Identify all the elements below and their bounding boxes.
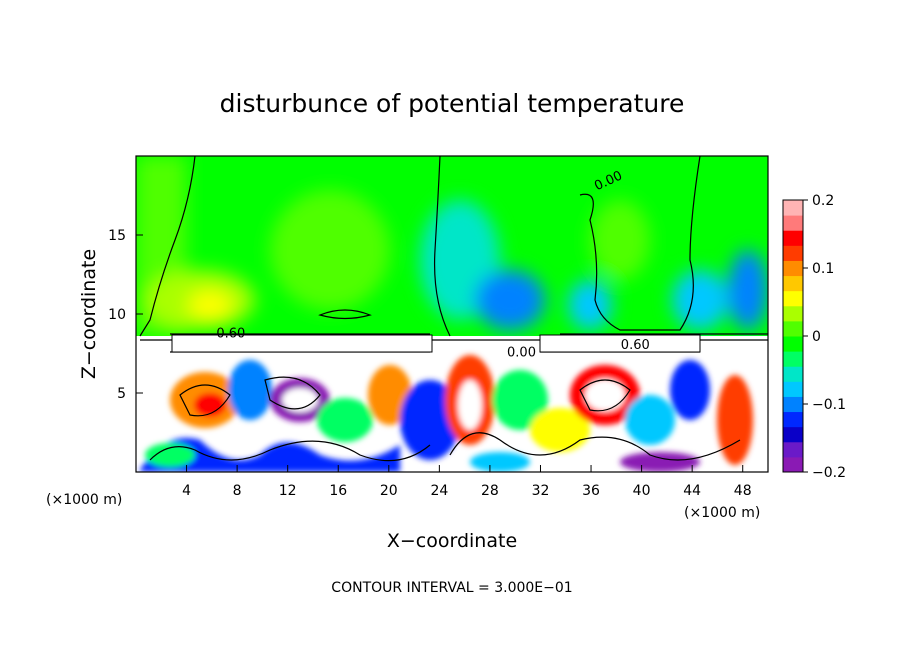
colorbar-swatch: [783, 366, 803, 382]
x-units-left: (×1000 m): [46, 492, 122, 508]
colorbar-swatch: [783, 260, 803, 277]
colorbar-swatch: [783, 396, 803, 413]
contour-label: 0.00: [507, 346, 536, 361]
colorbar-tick-label: 0.2: [812, 193, 834, 209]
y-axis-label: Z−coordinate: [78, 249, 100, 379]
colorbar-swatch: [783, 230, 803, 246]
x-tick-label: 20: [380, 483, 398, 499]
contour-band-left: [171, 334, 433, 353]
colorbar-tick-label: 0.1: [812, 261, 834, 277]
colorbar-swatch: [783, 275, 803, 292]
colorbar-swatch: [783, 456, 803, 473]
heatmap-field: [136, 156, 768, 472]
x-tick-label: 40: [633, 483, 651, 499]
x-tick-label: 16: [329, 483, 347, 499]
colorbar-swatch: [783, 351, 803, 367]
colorbar-swatch: [783, 305, 803, 322]
y-tick-label: 5: [117, 386, 126, 402]
colorbar-swatch: [783, 200, 803, 216]
x-units-right: (×1000 m): [684, 505, 760, 521]
x-ticks: 4 8 12 16 20 24 28 32 36 40 44 48: [182, 465, 752, 499]
contour-band-right: [539, 334, 701, 353]
colorbar-tick-label: 0: [812, 329, 821, 345]
y-tick-label: 10: [108, 307, 126, 323]
colorbar-ticks: 0.2 0.1 0 −0.1 −0.2: [803, 193, 846, 481]
x-tick-label: 32: [532, 483, 550, 499]
colorbar-swatch: [783, 381, 803, 397]
colorbar-swatch: [783, 426, 803, 443]
x-tick-label: 36: [582, 483, 600, 499]
x-tick-label: 4: [182, 483, 191, 499]
y-tick-label: 15: [108, 228, 126, 244]
colorbar-swatch: [783, 320, 803, 337]
colorbar-swatch: [783, 411, 803, 428]
contour-interval-note: CONTOUR INTERVAL = 3.000E−01: [331, 580, 572, 596]
colorbar-swatch: [783, 336, 803, 352]
x-tick-label: 8: [233, 483, 242, 499]
x-tick-label: 44: [683, 483, 701, 499]
colorbar-swatch: [783, 245, 803, 261]
y-ticks: 5 10 15: [108, 228, 143, 402]
x-tick-label: 28: [481, 483, 499, 499]
colorbar-tick-label: −0.2: [812, 465, 846, 481]
colorbar-tick-label: −0.1: [812, 397, 846, 413]
x-axis-label: X−coordinate: [387, 530, 517, 552]
chart-title: disturbunce of potential temperature: [220, 89, 685, 118]
colorbar-swatch: [783, 441, 803, 458]
x-tick-label: 48: [734, 483, 752, 499]
contour-label: 0.60: [621, 338, 650, 353]
colorbar-swatch: [783, 215, 803, 231]
colorbar: [783, 200, 803, 473]
x-tick-label: 24: [430, 483, 448, 499]
x-tick-label: 12: [279, 483, 297, 499]
contour-label: 0.60: [216, 327, 245, 342]
colorbar-swatch: [783, 290, 803, 307]
